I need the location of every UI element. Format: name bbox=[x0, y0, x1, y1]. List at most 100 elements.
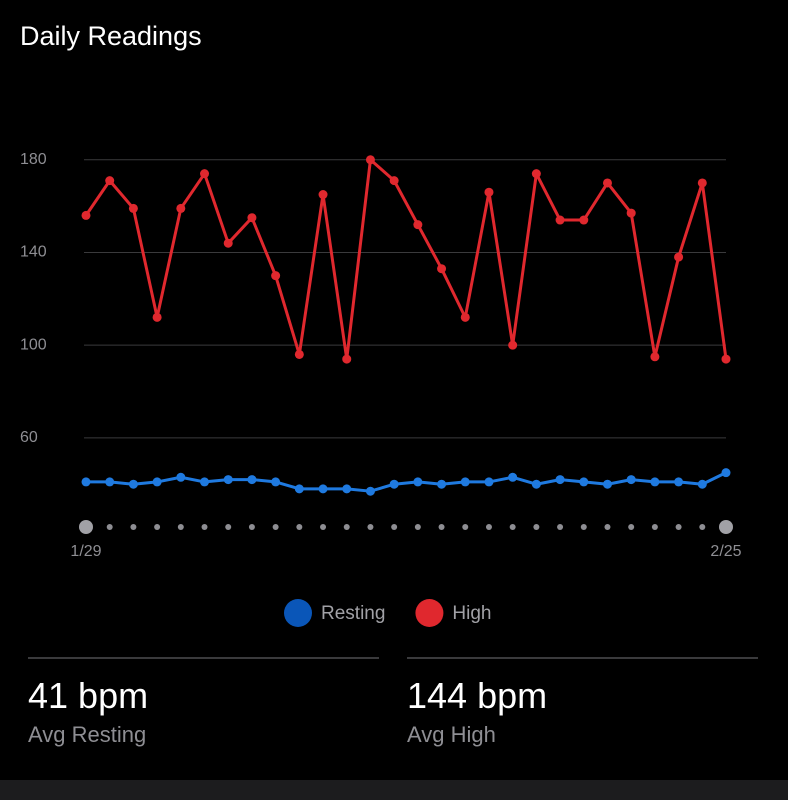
data-point bbox=[579, 477, 589, 487]
chart: Daily Readings 60 100 140 180 1/29 2/25 Restin… bbox=[20, 21, 742, 627]
data-point bbox=[81, 210, 91, 220]
x-axis-dot bbox=[414, 524, 421, 530]
data-point bbox=[81, 477, 91, 487]
x-axis-dot bbox=[225, 524, 232, 530]
data-point bbox=[413, 220, 423, 230]
data-point bbox=[365, 486, 375, 496]
x-axis-dot bbox=[201, 524, 208, 530]
data-point bbox=[484, 187, 494, 197]
data-point bbox=[247, 213, 257, 223]
data-point bbox=[176, 203, 186, 213]
x-axis-dot bbox=[462, 524, 469, 530]
x-axis-dot bbox=[651, 524, 658, 530]
x-axis-dot bbox=[699, 524, 706, 530]
stat-value: 144 bpm bbox=[407, 675, 548, 716]
data-point bbox=[674, 252, 684, 262]
data-point bbox=[176, 472, 186, 482]
x-tick-label: 1/29 bbox=[70, 543, 101, 560]
data-point bbox=[721, 354, 731, 364]
x-axis-dot bbox=[79, 520, 93, 534]
series-line bbox=[84, 158, 728, 361]
separator bbox=[407, 657, 758, 659]
data-point bbox=[105, 477, 115, 487]
data-point bbox=[271, 477, 281, 487]
y-tick-label: 180 bbox=[20, 151, 47, 168]
y-tick-label: 140 bbox=[20, 244, 47, 261]
data-point bbox=[200, 169, 210, 179]
x-axis-dot bbox=[154, 524, 161, 530]
data-point bbox=[223, 238, 233, 248]
data-point bbox=[413, 477, 423, 487]
x-axis-dot bbox=[675, 524, 682, 530]
data-point bbox=[437, 264, 447, 274]
data-point bbox=[342, 354, 352, 364]
x-axis-dot bbox=[604, 524, 611, 530]
data-point bbox=[128, 479, 138, 489]
data-point bbox=[128, 203, 138, 213]
y-tick-label: 60 bbox=[20, 429, 38, 446]
x-axis-dot bbox=[533, 524, 540, 530]
data-point bbox=[508, 472, 518, 482]
data-point bbox=[721, 468, 731, 478]
stat-label: Avg Resting bbox=[28, 722, 147, 747]
data-point bbox=[626, 475, 636, 485]
data-point bbox=[626, 208, 636, 218]
data-point bbox=[650, 352, 660, 362]
x-axis-dot bbox=[580, 524, 587, 530]
data-point bbox=[650, 477, 660, 487]
x-axis-dot bbox=[509, 524, 516, 530]
data-point bbox=[223, 475, 233, 485]
data-point bbox=[460, 312, 470, 322]
x-axis-dot bbox=[296, 524, 303, 530]
x-axis-dot bbox=[130, 524, 137, 530]
x-axis-dot bbox=[177, 524, 184, 530]
data-point bbox=[152, 477, 162, 487]
stat-value: 41 bpm bbox=[28, 675, 149, 716]
data-point bbox=[200, 477, 210, 487]
data-point bbox=[318, 190, 328, 200]
data-point bbox=[531, 169, 541, 179]
data-point bbox=[674, 477, 684, 487]
data-point bbox=[602, 178, 612, 188]
data-point bbox=[484, 477, 494, 487]
legend-label: Resting bbox=[321, 603, 385, 624]
x-axis-dot bbox=[367, 524, 374, 530]
x-axis-dot bbox=[719, 520, 733, 534]
stat-resting: 41 bpm Avg Resting bbox=[28, 674, 368, 750]
data-point bbox=[555, 215, 565, 225]
x-axis-dot bbox=[391, 524, 398, 530]
y-tick-label: 100 bbox=[20, 336, 47, 353]
data-point bbox=[531, 479, 541, 489]
x-tick-label: 2/25 bbox=[710, 543, 741, 560]
data-point bbox=[579, 215, 589, 225]
data-point bbox=[437, 479, 447, 489]
data-point bbox=[697, 178, 707, 188]
data-point bbox=[294, 484, 304, 494]
data-point bbox=[271, 271, 281, 281]
legend-swatch bbox=[415, 599, 444, 627]
data-point bbox=[389, 479, 399, 489]
stat-label: Avg High bbox=[407, 722, 496, 747]
series-line bbox=[86, 471, 727, 493]
data-point bbox=[318, 484, 328, 494]
data-point bbox=[389, 176, 399, 186]
data-point bbox=[365, 155, 375, 165]
data-point bbox=[105, 176, 115, 186]
data-point bbox=[294, 349, 304, 359]
x-axis-dot bbox=[343, 524, 350, 530]
data-point bbox=[508, 340, 518, 350]
x-axis-dot bbox=[248, 524, 255, 530]
x-axis-dot bbox=[106, 524, 113, 530]
data-point bbox=[342, 484, 352, 494]
legend-label: High bbox=[452, 603, 491, 624]
x-axis-dot bbox=[272, 524, 279, 530]
data-point bbox=[697, 479, 707, 489]
x-axis-dot bbox=[320, 524, 327, 530]
stat-high: 144 bpm Avg High bbox=[407, 674, 747, 750]
chart-title: Daily Readings bbox=[20, 21, 202, 51]
data-point bbox=[460, 477, 470, 487]
x-axis-dot bbox=[485, 524, 492, 530]
data-point bbox=[555, 475, 565, 485]
x-axis-dot bbox=[628, 524, 635, 530]
